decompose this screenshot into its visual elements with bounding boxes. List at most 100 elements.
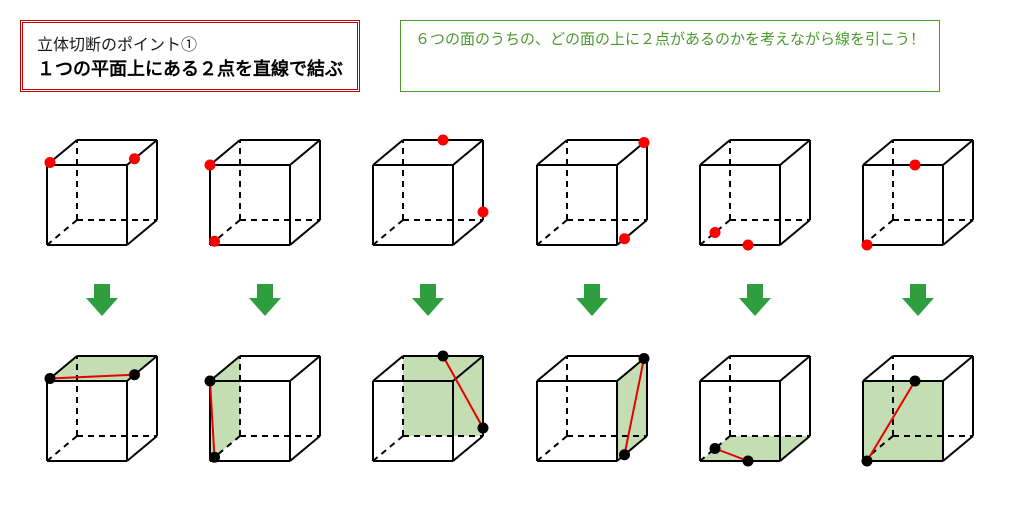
down-arrow-icon — [898, 280, 938, 320]
cube-edge — [127, 436, 157, 461]
point — [862, 239, 873, 250]
cube-edge — [290, 356, 320, 381]
point — [910, 159, 921, 170]
solution-cube — [517, 328, 667, 488]
cube-edge — [943, 220, 973, 245]
cube-diagram — [853, 130, 983, 255]
arrow-row — [20, 280, 1000, 320]
solution-cube — [353, 328, 503, 488]
cube-edge — [700, 356, 730, 381]
cube-edge-hidden — [537, 436, 567, 461]
point — [129, 369, 140, 380]
cube-diagram — [690, 346, 820, 471]
cube-edge — [943, 356, 973, 381]
point — [438, 134, 449, 145]
cube-diagram — [853, 346, 983, 471]
problem-cube — [680, 112, 830, 272]
point — [619, 233, 630, 244]
point — [438, 350, 449, 361]
arrow-cell — [190, 280, 340, 320]
hint-box: ６つの面のうちの、どの面の上に２点があるのかを考えながら線を引こう！ — [400, 20, 940, 92]
point — [638, 353, 649, 364]
cube-edge — [453, 220, 483, 245]
cube-diagram — [37, 346, 167, 471]
cube-diagram — [37, 130, 167, 255]
point — [742, 239, 753, 250]
arrow-cell — [517, 280, 667, 320]
shaded-face — [617, 356, 647, 461]
point — [204, 375, 215, 386]
point — [478, 206, 489, 217]
cube-diagram — [200, 130, 330, 255]
point — [742, 455, 753, 466]
point — [709, 227, 720, 238]
cube-edge — [453, 140, 483, 165]
point — [862, 455, 873, 466]
arrow-cell — [843, 280, 993, 320]
title-main: １つの平面上にある２点を直線で結ぶ — [37, 55, 343, 81]
solution-cube — [27, 328, 177, 488]
cube-diagram — [200, 346, 330, 471]
cube-edge-hidden — [47, 436, 77, 461]
cube-diagram — [527, 346, 657, 471]
cube-diagram — [690, 130, 820, 255]
title-box: 立体切断のポイント① １つの平面上にある２点を直線で結ぶ — [20, 20, 360, 92]
cube-edge — [127, 220, 157, 245]
point — [910, 375, 921, 386]
cube-edge — [943, 436, 973, 461]
problem-cube — [353, 112, 503, 272]
point — [478, 422, 489, 433]
down-arrow-icon — [572, 280, 612, 320]
cube-edge — [943, 140, 973, 165]
point — [209, 235, 220, 246]
down-arrow-icon — [82, 280, 122, 320]
point — [709, 443, 720, 454]
cube-edge — [210, 140, 240, 165]
problem-cube — [27, 112, 177, 272]
cube-edge — [290, 220, 320, 245]
cube-edge — [373, 140, 403, 165]
point — [638, 137, 649, 148]
solution-cube — [680, 328, 830, 488]
cube-edge — [780, 140, 810, 165]
down-arrow-icon — [245, 280, 285, 320]
cube-diagram — [363, 130, 493, 255]
problem-cube — [190, 112, 340, 272]
cube-edge-hidden — [373, 436, 403, 461]
problem-cube — [517, 112, 667, 272]
problem-cube — [843, 112, 993, 272]
arrow-cell — [680, 280, 830, 320]
arrow-cell — [27, 280, 177, 320]
cube-edge — [453, 436, 483, 461]
point — [209, 451, 220, 462]
title-sub: 立体切断のポイント① — [37, 31, 343, 55]
arrow-cell — [353, 280, 503, 320]
solution-cube — [843, 328, 993, 488]
cube-edge — [700, 140, 730, 165]
cube-edge — [537, 140, 567, 165]
problem-row — [20, 112, 1000, 272]
down-arrow-icon — [735, 280, 775, 320]
cube-edge — [537, 356, 567, 381]
solution-cube — [190, 328, 340, 488]
cube-edge-hidden — [373, 220, 403, 245]
solution-row — [20, 328, 1000, 488]
cube-edge — [780, 220, 810, 245]
cube-edge — [373, 356, 403, 381]
cube-diagram — [363, 346, 493, 471]
point — [44, 157, 55, 168]
cube-edge — [290, 436, 320, 461]
cube-edge-hidden — [537, 220, 567, 245]
down-arrow-icon — [408, 280, 448, 320]
cube-edge — [863, 356, 893, 381]
cube-diagram — [527, 130, 657, 255]
cube-edge — [780, 356, 810, 381]
cube-edge — [290, 140, 320, 165]
point — [619, 449, 630, 460]
point — [204, 159, 215, 170]
point — [129, 153, 140, 164]
point — [44, 373, 55, 384]
shaded-face — [403, 356, 483, 436]
cube-edge — [863, 140, 893, 165]
cube-edge-hidden — [47, 220, 77, 245]
